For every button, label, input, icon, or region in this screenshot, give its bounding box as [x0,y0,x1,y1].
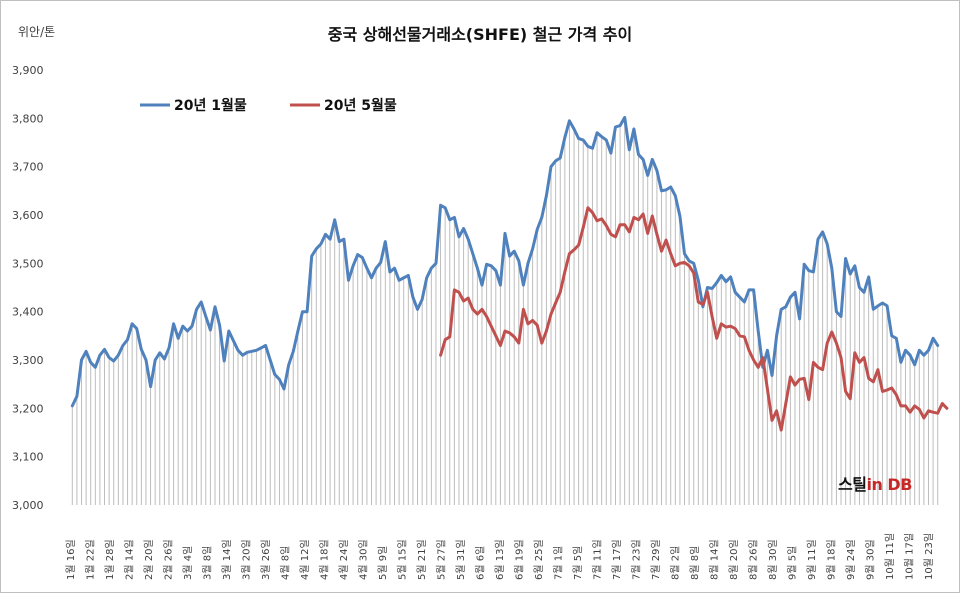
x-tick-label: 5월 15일 [397,539,409,580]
x-tick-label: 1월 28일 [104,539,116,580]
x-tick-label: 8월 2일 [670,546,682,580]
x-tick-label: 10월 11일 [884,533,896,580]
x-tick-label: 9월 18일 [826,539,838,580]
x-tick-label: 7월 1일 [553,546,565,580]
steelin-db-logo: 스틸in DB [838,475,912,494]
x-axis: 1월 16일 1월 22일 1월 28일 2월 14일 2월 20일 2월 26일 3월 4… [65,533,935,580]
y-tick-label: 3,700 [12,161,44,174]
x-tick-label: 8월 30일 [767,539,779,580]
legend-label-1: 20년 1월물 [174,97,247,114]
vertical-grid [71,117,939,505]
y-tick-label: 3,400 [12,306,44,319]
y-tick-label: 3,900 [12,64,44,77]
x-tick-label: 10월 17일 [904,533,916,580]
y-tick-label: 3,300 [12,354,44,367]
y-tick-label: 3,800 [12,112,44,125]
x-tick-label: 6월 25일 [533,539,545,580]
x-tick-label: 7월 11일 [592,539,604,580]
x-tick-label: 9월 11일 [806,539,818,580]
x-tick-label: 4월 30일 [358,539,370,580]
x-tick-label: 4월 18일 [319,539,331,580]
y-tick-label: 3,100 [12,451,44,464]
series-line-2 [439,206,949,432]
x-tick-label: 8월 8일 [689,546,701,580]
x-tick-label: 1월 22일 [85,539,97,580]
y-axis: 3,000 3,100 3,200 3,300 3,400 3,500 3,600 3,700… [12,64,44,512]
x-tick-label: 6월 13일 [494,539,506,580]
x-tick-label: 9월 30일 [865,539,877,580]
x-tick-label: 9월 5일 [787,546,799,580]
x-tick-label: 4월 12일 [299,539,311,580]
x-tick-label: 8월 26일 [748,539,760,580]
x-tick-label: 3월 20일 [241,539,253,580]
legend: 20년 1월물 20년 5월물 [140,97,397,114]
x-tick-label: 7월 5일 [572,546,584,580]
x-tick-label: 5월 21일 [416,539,428,580]
x-tick-label: 2월 20일 [143,539,155,580]
y-unit-label: 위안/톤 [18,25,55,39]
x-tick-label: 7월 29일 [650,539,662,580]
x-tick-label: 4월 8일 [280,546,292,580]
x-tick-label: 3월 4일 [182,546,194,580]
series-line-1 [70,115,940,408]
x-tick-label: 6월 19일 [514,539,526,580]
x-tick-label: 9월 24일 [845,539,857,580]
x-tick-label: 8월 14일 [709,539,721,580]
x-tick-label: 1월 16일 [65,539,77,580]
x-tick-label: 3월 26일 [260,539,272,580]
x-tick-label: 5월 9일 [377,546,389,580]
x-tick-label: 8월 20일 [728,539,740,580]
x-tick-label: 3월 14일 [221,539,233,580]
x-tick-label: 5월 27일 [436,539,448,580]
x-tick-label: 3월 8일 [202,546,214,580]
y-tick-label: 3,500 [12,257,44,270]
x-tick-label: 4월 24일 [338,539,350,580]
x-tick-label: 7월 17일 [611,539,623,580]
y-tick-label: 3,600 [12,209,44,222]
x-tick-label: 2월 26일 [163,539,175,580]
x-tick-label: 7월 23일 [631,539,643,580]
x-tick-label: 10월 23일 [923,533,935,580]
x-tick-label: 6월 6일 [475,546,487,580]
y-tick-label: 3,000 [12,499,44,512]
chart-title: 중국 상해선물거래소(SHFE) 철근 가격 추이 [328,25,632,44]
x-tick-label: 2월 14일 [124,539,136,580]
x-tick-label: 5월 31일 [455,539,467,580]
y-tick-label: 3,200 [12,402,44,415]
legend-label-2: 20년 5월물 [324,97,397,114]
series-layer [70,115,949,432]
